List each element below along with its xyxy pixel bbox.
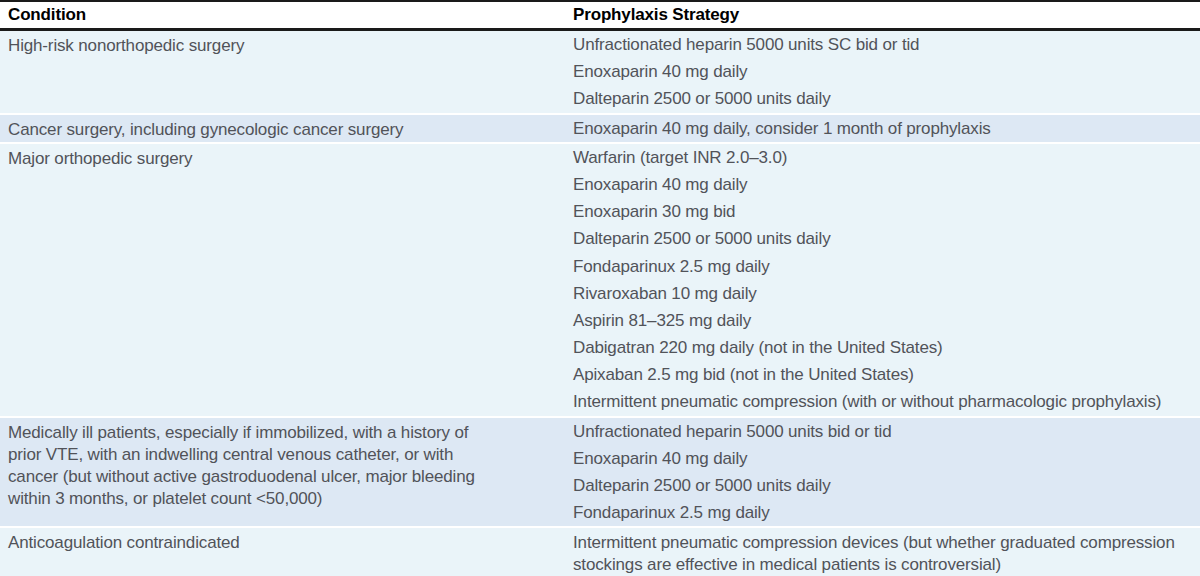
strategy-item: Apixaban 2.5 mg bid (not in the United S…: [573, 361, 1200, 388]
strategy-column-header: Prophylaxis Strategy: [565, 5, 1200, 25]
table-row: Cancer surgery, including gynecologic ca…: [0, 115, 1200, 144]
table-row: Medically ill patients, especially if im…: [0, 418, 1200, 529]
strategy-item: Intermittent pneumatic compression devic…: [573, 528, 1200, 576]
strategy-item: Aspirin 81–325 mg daily: [573, 307, 1200, 334]
strategy-item: Dalteparin 2500 or 5000 units daily: [573, 472, 1200, 499]
strategy-item: Fondaparinux 2.5 mg daily: [573, 499, 1200, 526]
strategy-item: Warfarin (target INR 2.0–3.0): [573, 144, 1200, 171]
strategy-item: Rivaroxaban 10 mg daily: [573, 280, 1200, 307]
table-row: Major orthopedic surgery Warfarin (targe…: [0, 144, 1200, 418]
header-row: Condition Prophylaxis Strategy: [0, 0, 1200, 31]
table-row: High-risk nonorthopedic surgery Unfracti…: [0, 31, 1200, 115]
strategy-item: Enoxaparin 40 mg daily: [573, 171, 1200, 198]
strategy-item: Enoxaparin 40 mg daily: [573, 445, 1200, 472]
strategy-item: Intermittent pneumatic compression (with…: [573, 388, 1200, 415]
strategy-item: Enoxaparin 30 mg bid: [573, 198, 1200, 225]
condition-column-header: Condition: [0, 5, 565, 25]
strategy-item: Dabigatran 220 mg daily (not in the Unit…: [573, 334, 1200, 361]
condition-cell: Anticoagulation contraindicated: [0, 528, 565, 576]
strategy-item: Unfractionated heparin 5000 units bid or…: [573, 418, 1200, 445]
condition-cell: Major orthopedic surgery: [0, 144, 565, 416]
table-row: Anticoagulation contraindicated Intermit…: [0, 528, 1200, 576]
strategy-item: Dalteparin 2500 or 5000 units daily: [573, 225, 1200, 252]
condition-cell: Cancer surgery, including gynecologic ca…: [0, 115, 565, 142]
strategy-cell: Unfractionated heparin 5000 units SC bid…: [565, 31, 1200, 113]
strategy-cell: Unfractionated heparin 5000 units bid or…: [565, 418, 1200, 527]
strategy-item: Unfractionated heparin 5000 units SC bid…: [573, 31, 1200, 58]
strategy-item: Dalteparin 2500 or 5000 units daily: [573, 85, 1200, 112]
strategy-item: Enoxaparin 40 mg daily: [573, 58, 1200, 85]
prophylaxis-table: Condition Prophylaxis Strategy High-risk…: [0, 0, 1200, 576]
strategy-cell: Warfarin (target INR 2.0–3.0) Enoxaparin…: [565, 144, 1200, 416]
strategy-item: Enoxaparin 40 mg daily, consider 1 month…: [573, 115, 1200, 142]
strategy-cell: Enoxaparin 40 mg daily, consider 1 month…: [565, 115, 1200, 142]
strategy-item: Fondaparinux 2.5 mg daily: [573, 253, 1200, 280]
strategy-cell: Intermittent pneumatic compression devic…: [565, 528, 1200, 576]
condition-cell: Medically ill patients, especially if im…: [0, 418, 565, 527]
condition-cell: High-risk nonorthopedic surgery: [0, 31, 565, 113]
